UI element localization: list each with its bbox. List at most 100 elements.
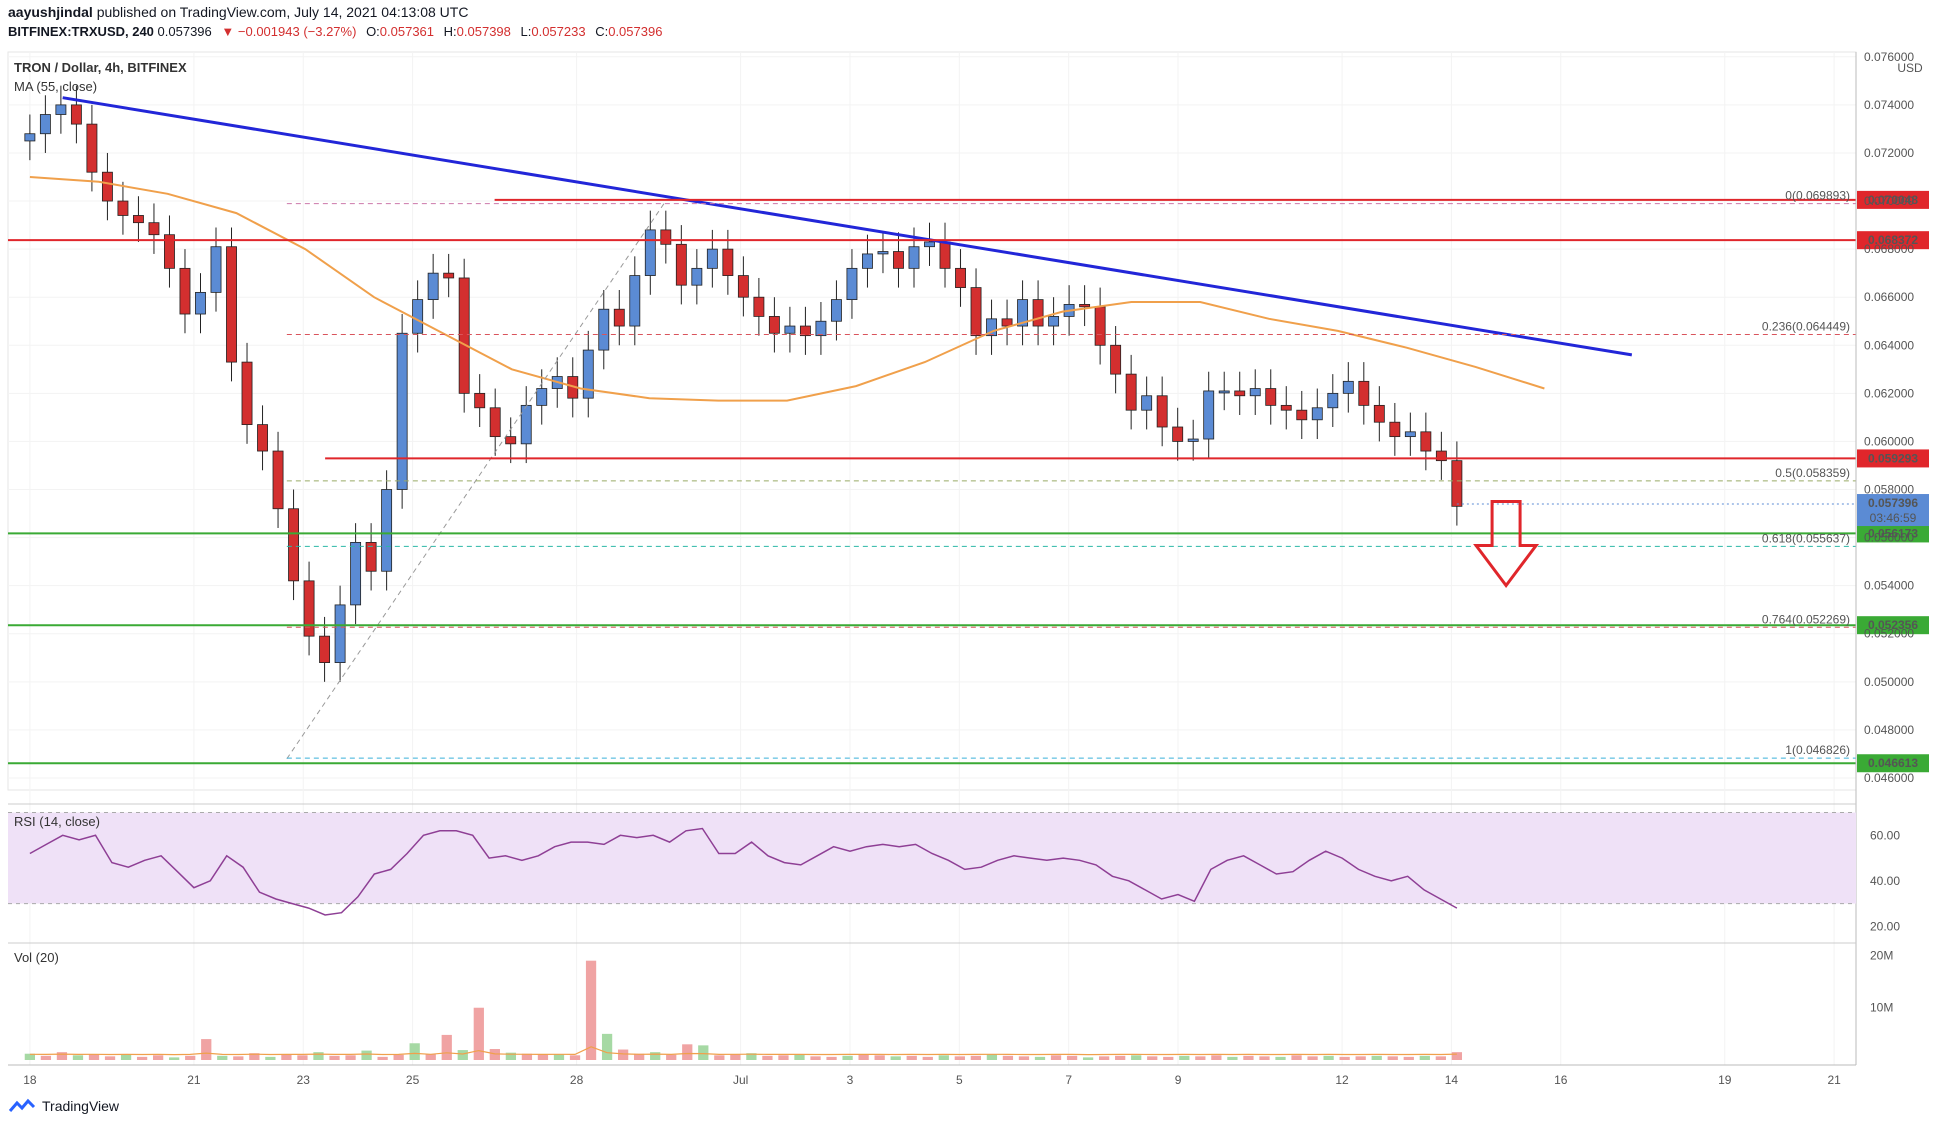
time-tick-label: 14 xyxy=(1445,1073,1459,1087)
candle-body xyxy=(1311,407,1323,421)
candle-body xyxy=(86,123,98,173)
volume-bar xyxy=(1451,1052,1463,1060)
volume-bar xyxy=(1179,1055,1190,1060)
volume-bar xyxy=(1034,1056,1046,1060)
volume-bar xyxy=(778,1055,789,1060)
down-arrow-icon xyxy=(1473,500,1540,589)
volume-bar xyxy=(169,1057,180,1060)
volume-bar xyxy=(1403,1056,1414,1060)
volume-bar xyxy=(746,1053,757,1060)
volume-bar xyxy=(425,1054,436,1060)
rsi-pane: 60.00 40.00 20.00 xyxy=(8,803,1900,933)
volume-bar xyxy=(120,1054,132,1060)
price-tag-current: 0.057396 xyxy=(1868,496,1918,510)
candle-body xyxy=(1110,344,1122,375)
candle-body xyxy=(629,275,641,327)
candle-body xyxy=(272,450,284,510)
time-axis[interactable]: 18 21 23 25 28 Jul 3 5 7 9 12 14 16 19 21 xyxy=(8,1064,1856,1087)
ohlc-low: L:0.057233 xyxy=(520,24,586,39)
volume-bar xyxy=(505,1052,517,1060)
candle-body xyxy=(1435,450,1447,462)
price-tag-resistance-1-bg xyxy=(1857,190,1929,209)
time-tick-label: 19 xyxy=(1718,1073,1732,1087)
candle-body xyxy=(830,299,842,322)
time-tick-label: 12 xyxy=(1335,1073,1349,1087)
volume-bar xyxy=(1018,1056,1030,1060)
candle-body xyxy=(799,325,811,337)
rsi-band xyxy=(8,812,1856,904)
volume-bar xyxy=(922,1056,933,1060)
price-tick-label: 0.066000 xyxy=(1864,290,1914,304)
candle-body xyxy=(1234,390,1246,397)
candle-body xyxy=(1017,299,1029,327)
candle-body xyxy=(288,508,299,582)
price-tag-resistance-2: 0.068372 xyxy=(1868,233,1918,247)
candle-body xyxy=(101,171,113,202)
price-tick-label: 0.052000 xyxy=(1864,627,1914,641)
volume-bar xyxy=(794,1054,805,1060)
candle-body xyxy=(489,407,501,438)
volume-bar xyxy=(970,1055,981,1060)
ohlc-open-value: 0.057361 xyxy=(379,24,435,39)
candle-body xyxy=(815,320,827,337)
candle-body xyxy=(257,424,268,452)
candle-body xyxy=(877,251,889,255)
price-axis[interactable]: 0.076000 0.074000 0.072000 0.070000 0.068000… xyxy=(1855,50,1914,1065)
author-name[interactable]: aayushjindal xyxy=(8,4,93,20)
candle-body xyxy=(1001,318,1013,327)
volume-bar xyxy=(393,1054,404,1060)
volume-bar xyxy=(1195,1056,1206,1060)
volume-pane: 20M 10M xyxy=(8,942,1893,1060)
trend-line xyxy=(62,96,1633,357)
time-tick-label: 9 xyxy=(1175,1073,1182,1087)
price-tag-resistance-3-bg xyxy=(1857,449,1929,468)
volume-bar xyxy=(938,1055,949,1060)
candle-body xyxy=(660,229,672,245)
volume-bar xyxy=(714,1055,725,1060)
price-tag-countdown: 03:46:59 xyxy=(1870,511,1917,525)
price-tick-label: 0.050000 xyxy=(1864,675,1914,689)
candle-body xyxy=(117,200,129,216)
price-tick-label: 0.076000 xyxy=(1864,50,1914,64)
volume-bar xyxy=(617,1049,629,1060)
candle-body xyxy=(1249,388,1261,397)
price-tag-resistance-2-bg xyxy=(1857,231,1929,250)
volume-bar xyxy=(473,1007,484,1060)
candle-body xyxy=(970,287,982,337)
price-tag-support-2-bg xyxy=(1857,616,1929,635)
volume-bar xyxy=(1371,1055,1382,1060)
candle-body xyxy=(784,325,796,334)
candle-body xyxy=(1420,431,1432,452)
candle-body xyxy=(458,277,470,394)
grid xyxy=(7,51,1857,1065)
candle-body xyxy=(1187,438,1199,442)
volume-bar xyxy=(1307,1056,1318,1060)
candle-body xyxy=(55,104,67,115)
volume-bar xyxy=(698,1045,709,1060)
ohlc-open: O:0.057361 xyxy=(366,24,435,39)
time-tick-label: 7 xyxy=(1065,1073,1072,1087)
volume-bar xyxy=(537,1054,549,1060)
volume-bar xyxy=(72,1055,84,1060)
volume-bar xyxy=(329,1055,340,1060)
candle-body xyxy=(1218,390,1230,394)
volume-bar xyxy=(377,1056,388,1060)
publish-line: aayushjindal published on TradingView.co… xyxy=(8,4,468,20)
fib-level-label: 0.5(0.058359) xyxy=(1775,466,1850,480)
candle-body xyxy=(737,275,749,298)
price-tick-label: 0.046000 xyxy=(1864,771,1914,785)
volume-bar xyxy=(136,1056,148,1060)
ohlc-low-value: 0.057233 xyxy=(531,24,586,39)
price-tick-label: 0.060000 xyxy=(1864,434,1914,448)
volume-bar xyxy=(1419,1055,1430,1060)
candle-body xyxy=(70,104,82,125)
candle-body xyxy=(1373,404,1385,423)
volume-bar xyxy=(1082,1057,1094,1060)
price-tag-support-3-bg xyxy=(1857,754,1929,773)
candle-body xyxy=(520,404,532,445)
price-tick-label: 0.072000 xyxy=(1864,146,1914,160)
candle-body xyxy=(164,234,175,269)
candle-body xyxy=(1389,421,1401,438)
footer-brand[interactable]: TradingView xyxy=(8,1098,119,1114)
